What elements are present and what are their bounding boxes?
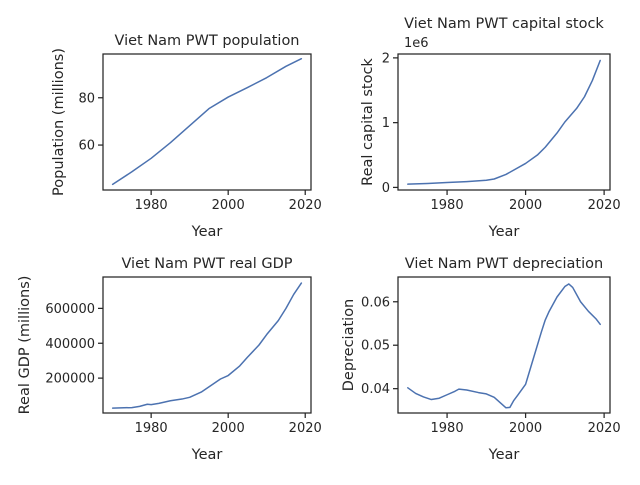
x-tick-label: 2020 <box>588 198 621 213</box>
x-tick-label: 1980 <box>135 198 168 213</box>
chart-title: Viet Nam PWT depreciation <box>405 256 603 272</box>
x-tick-label: 2000 <box>509 198 542 213</box>
y-tick-label: 600000 <box>45 302 95 317</box>
x-tick-label: 2020 <box>588 421 621 436</box>
y-tick-label: 0.05 <box>361 339 390 354</box>
x-axis-label: Year <box>488 224 520 240</box>
chart-panel-1: 1980 2000 2020 60 80 Viet Nam PWT population Y… <box>51 33 322 240</box>
x-tick-label: 1980 <box>431 421 464 436</box>
y-tick-label: 2 <box>382 51 390 66</box>
x-tick-label: 2020 <box>289 198 322 213</box>
x-tick-label: 1980 <box>431 198 464 213</box>
x-tick-label: 2000 <box>509 421 542 436</box>
y-tick-label: 400000 <box>45 337 95 352</box>
y-axis-label: Depreciation <box>341 299 357 392</box>
chart-panel-2: 1980 2000 2020 0 1 2 1e6 Viet Nam PWT capital s… <box>360 16 621 240</box>
axes-frame <box>102 276 312 414</box>
axes-frame <box>102 53 312 191</box>
x-tick-label: 1980 <box>135 421 168 436</box>
y-axis-label: Real GDP (millions) <box>17 276 33 415</box>
y-offset-label: 1e6 <box>404 36 429 51</box>
y-tick-label: 60 <box>78 139 95 154</box>
y-tick-label: 0.06 <box>361 295 390 310</box>
chart-title: Viet Nam PWT capital stock <box>404 16 604 32</box>
y-tick-label: 80 <box>78 91 95 106</box>
x-axis-label: Year <box>191 447 223 463</box>
series-line <box>111 57 303 186</box>
axes-frame <box>397 53 611 191</box>
chart-panel-4: 1980 2000 2020 0.04 0.05 0.06 Viet Nam PWT dep… <box>341 256 621 463</box>
x-tick-label: 2020 <box>289 421 322 436</box>
y-tick-label: 1 <box>382 116 390 131</box>
y-axis-label: Population (millions) <box>51 48 67 196</box>
x-tick-label: 2000 <box>212 421 245 436</box>
x-axis-label: Year <box>488 447 520 463</box>
x-axis-label: Year <box>191 224 223 240</box>
y-tick-label: 0 <box>382 181 390 196</box>
chart-title: Viet Nam PWT real GDP <box>121 256 292 272</box>
series-line <box>111 282 303 409</box>
series-line <box>407 59 601 185</box>
x-tick-label: 2000 <box>212 198 245 213</box>
series-line <box>407 283 601 409</box>
chart-panel-3: 1980 2000 2020 200000 400000 600000 Viet Nam P… <box>17 256 322 463</box>
y-tick-label: 0.04 <box>361 382 390 397</box>
y-tick-label: 200000 <box>45 372 95 387</box>
chart-title: Viet Nam PWT population <box>114 33 299 49</box>
y-axis-label: Real capital stock <box>360 58 376 186</box>
